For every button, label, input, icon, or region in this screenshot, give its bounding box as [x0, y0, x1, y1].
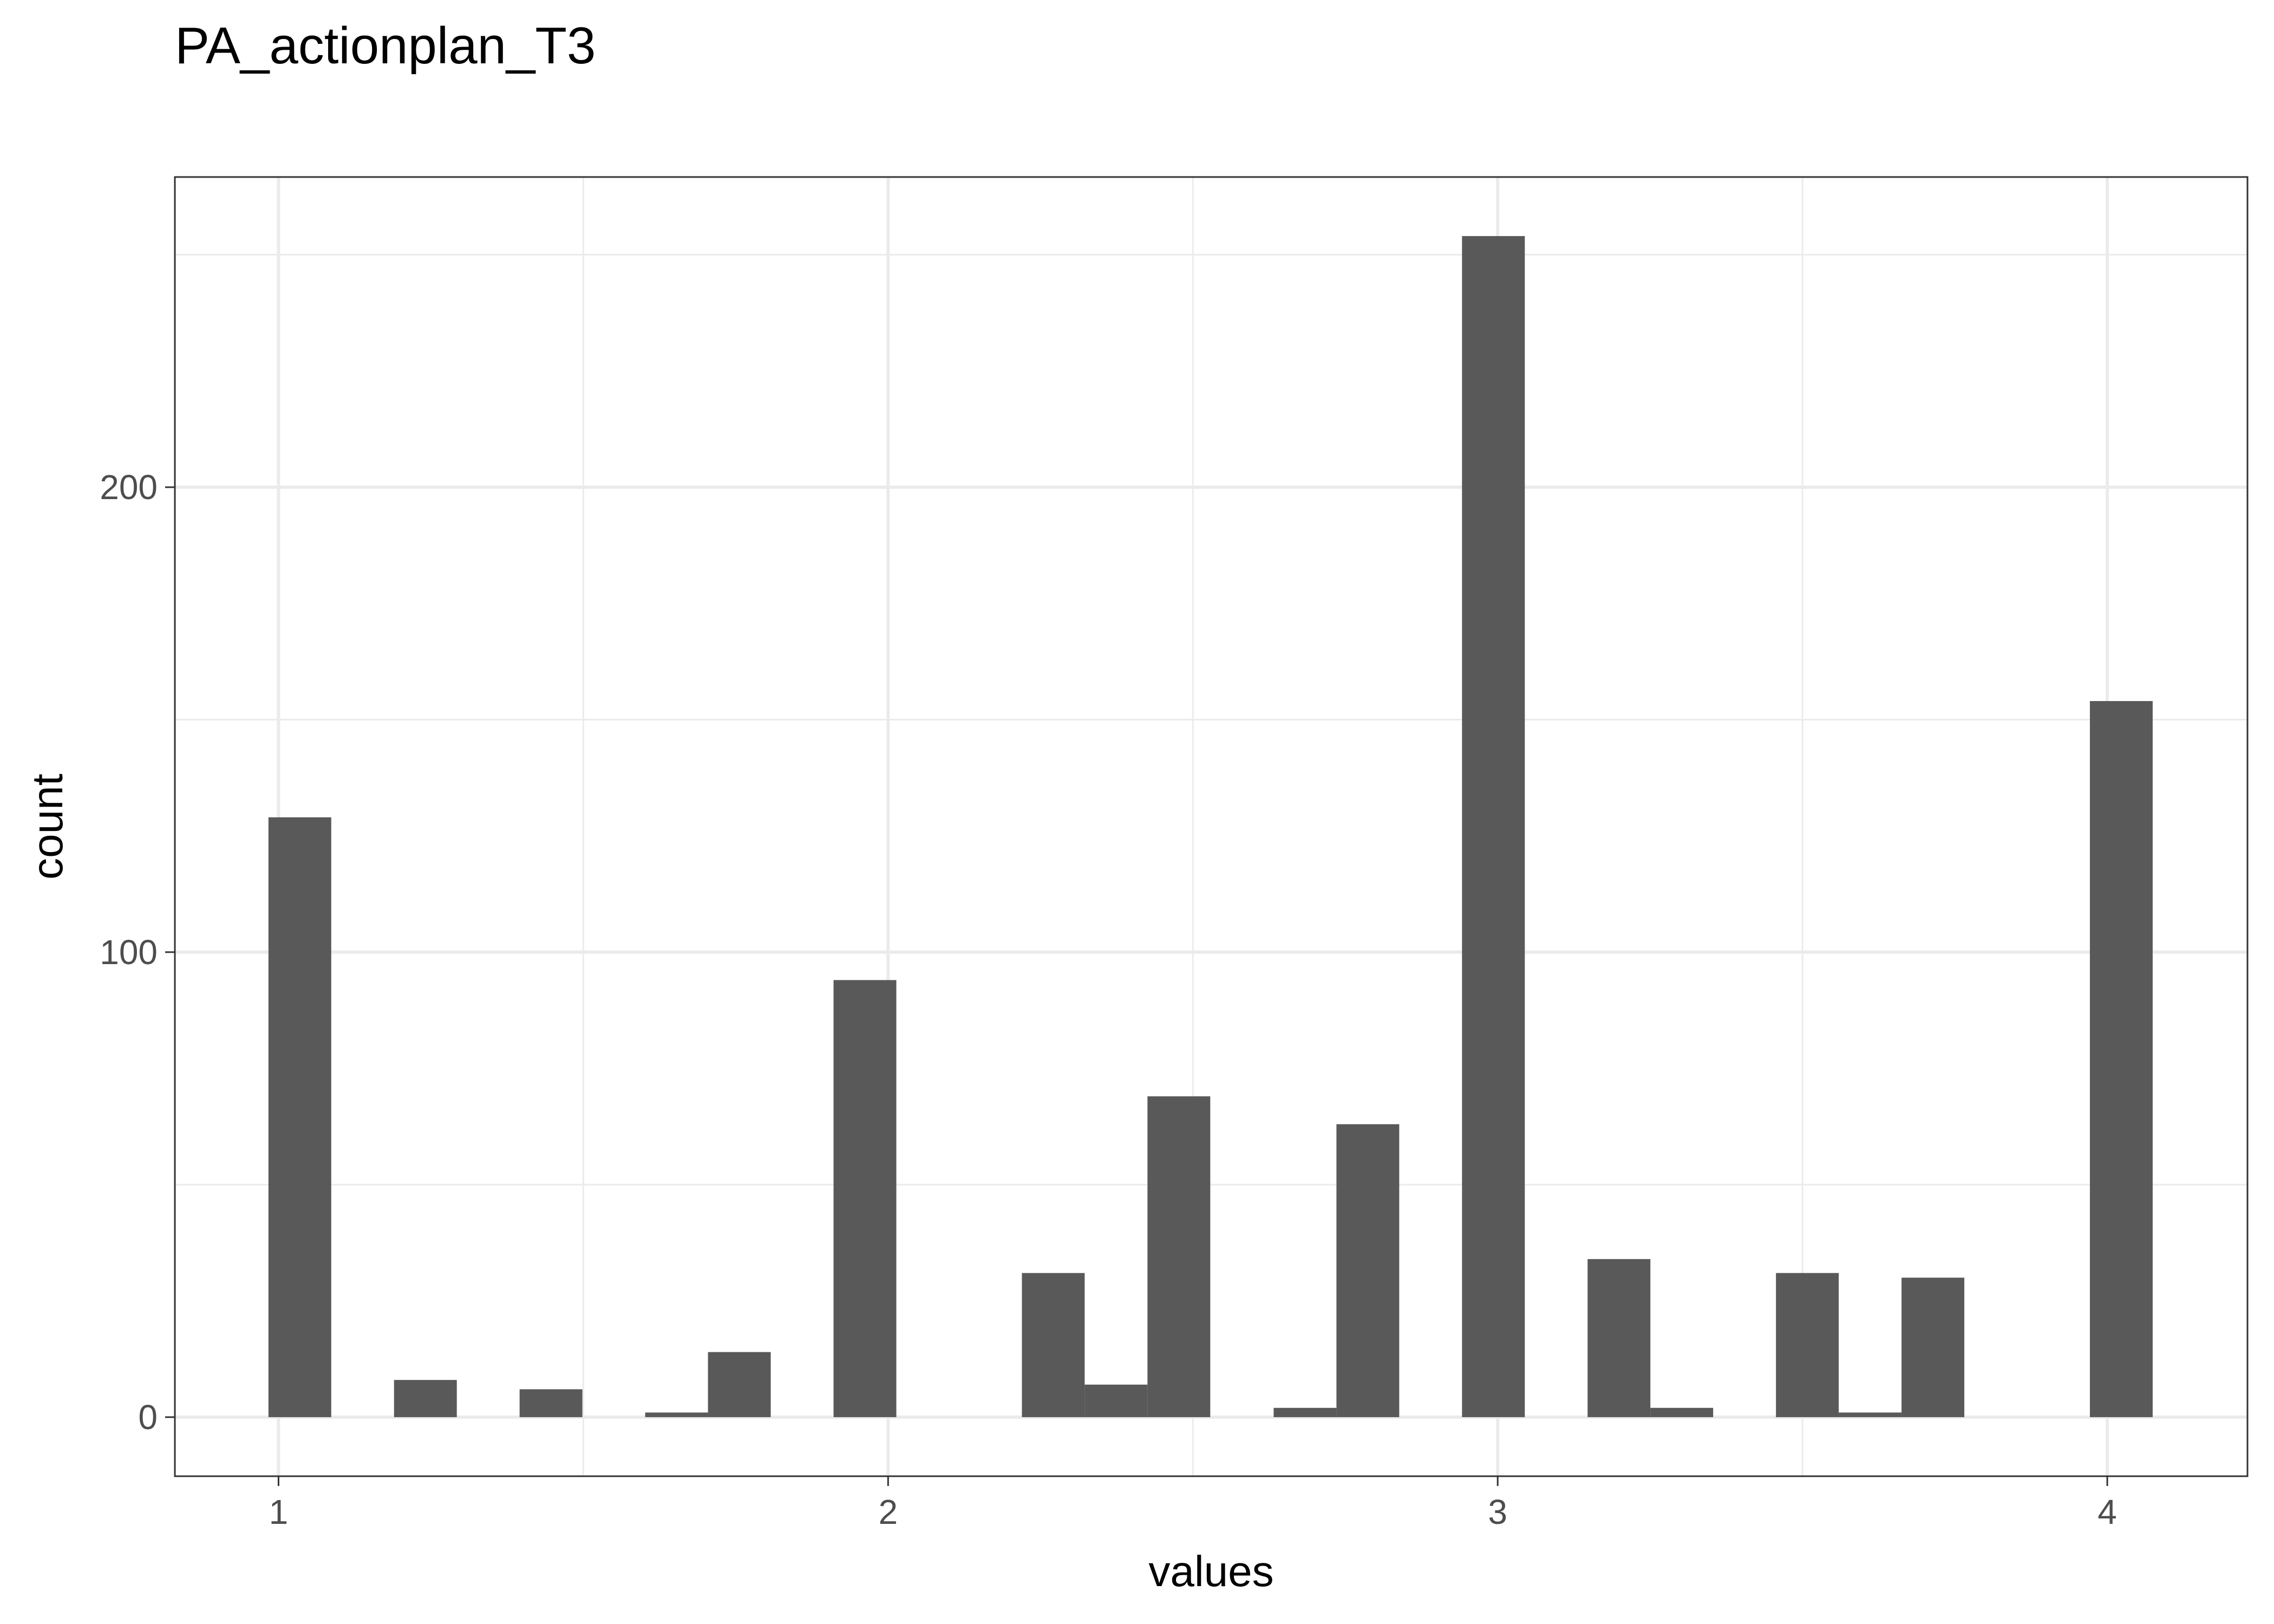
histogram-bar [2089, 701, 2153, 1417]
y-axis: 0 100 200 [100, 468, 175, 1437]
y-axis-title: count [23, 774, 71, 880]
chart-title: PA_actionplan_T3 [175, 17, 596, 75]
x-axis-title: values [1148, 1547, 1273, 1595]
histogram-bar [1462, 236, 1525, 1417]
histogram-bars [268, 236, 2153, 1417]
histogram-bar [1587, 1259, 1651, 1417]
histogram-bar [645, 1412, 708, 1417]
histogram-bar [708, 1352, 771, 1417]
histogram-bar [1839, 1412, 1902, 1417]
x-tick-label: 1 [269, 1492, 289, 1531]
y-tick-label: 0 [138, 1398, 158, 1437]
histogram-bar [1147, 1096, 1211, 1417]
panel-border [174, 176, 2249, 1477]
histogram-bar [1022, 1273, 1085, 1417]
minor-gridlines [175, 177, 2247, 1476]
histogram-bar [1084, 1384, 1148, 1417]
y-tick-label: 100 [100, 933, 158, 972]
histogram-bar [268, 817, 331, 1417]
x-tick-label: 2 [878, 1492, 898, 1531]
histogram-bar [1650, 1407, 1714, 1417]
x-axis: 1 2 3 4 [269, 1476, 2117, 1531]
x-tick-label: 3 [1488, 1492, 1507, 1531]
y-tick-label: 200 [100, 468, 158, 507]
histogram-bar [1336, 1124, 1400, 1417]
histogram-bar [833, 980, 897, 1417]
histogram-bar [1273, 1407, 1337, 1417]
histogram-bar [1901, 1278, 1965, 1417]
histogram-bar [1776, 1273, 1839, 1417]
histogram-bar [394, 1380, 457, 1417]
x-tick-label: 4 [2097, 1492, 2117, 1531]
histogram-bar [519, 1389, 583, 1417]
